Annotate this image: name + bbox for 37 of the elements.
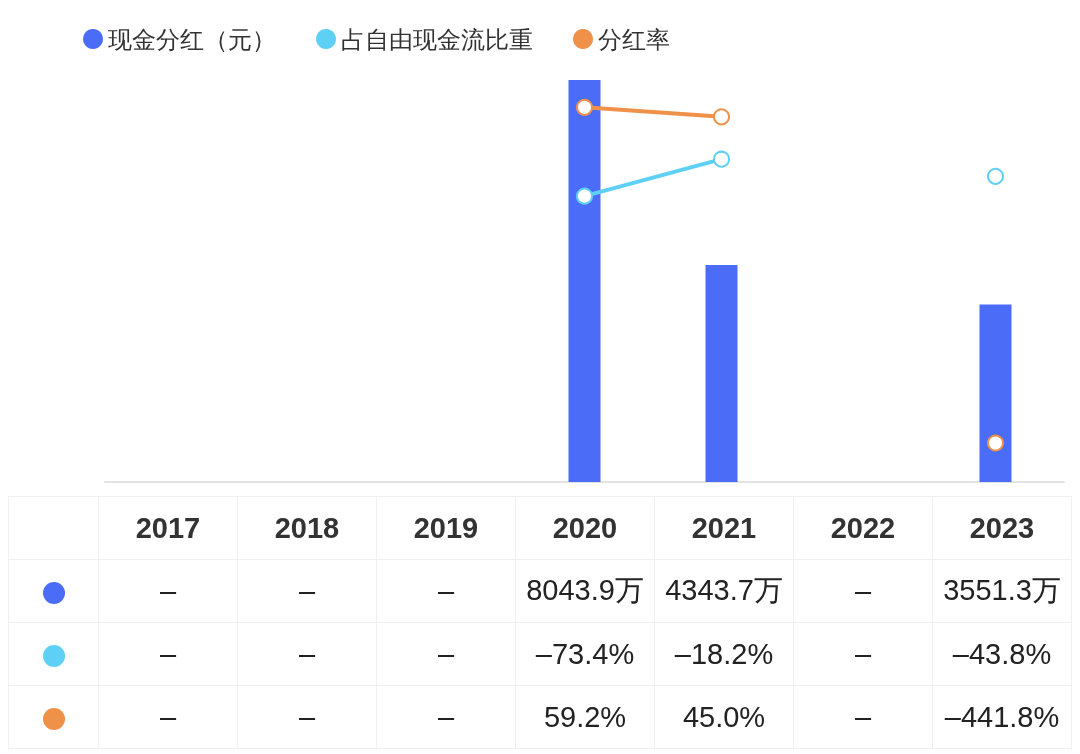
x-tick-label: 2019 — [376, 496, 516, 560]
data-label: 59.2% — [515, 685, 655, 749]
text: – — [298, 637, 316, 670]
text: – — [854, 700, 872, 733]
point — [713, 150, 730, 168]
legend-label: 占自由现金流比重 — [341, 25, 533, 53]
point — [576, 187, 593, 205]
x-tick-label: 2021 — [654, 496, 794, 560]
text: – — [854, 574, 872, 607]
text: – — [437, 574, 455, 607]
x-tick-label: 2023 — [932, 496, 1072, 560]
x-tick-label: 2022 — [793, 496, 933, 560]
text: – — [437, 637, 455, 670]
point — [987, 167, 1004, 185]
x-tick-label: 2018 — [237, 496, 377, 560]
text: – — [159, 700, 177, 733]
text: – — [298, 700, 316, 733]
point — [987, 434, 1004, 452]
x-tick-label: 2017 — [98, 496, 238, 560]
data-label: 8043.9万 — [515, 559, 655, 623]
point — [713, 108, 730, 126]
data-label: –441.8% — [932, 685, 1072, 749]
text: – — [854, 637, 872, 670]
legend-label: 现金分红（元） — [108, 25, 276, 53]
data-label: 4343.7万 — [654, 559, 794, 623]
text: – — [159, 574, 177, 607]
x-tick-label: 2020 — [515, 496, 655, 560]
data-label: 3551.3万 — [932, 559, 1072, 623]
data-label: 45.0% — [654, 685, 794, 749]
text: – — [298, 574, 316, 607]
legend-label: 分红率 — [598, 25, 670, 53]
data-label: –73.4% — [515, 622, 655, 686]
text: – — [159, 637, 177, 670]
data-label: –18.2% — [654, 622, 794, 686]
point — [576, 98, 593, 116]
text: – — [437, 700, 455, 733]
data-label: –43.8% — [932, 622, 1072, 686]
